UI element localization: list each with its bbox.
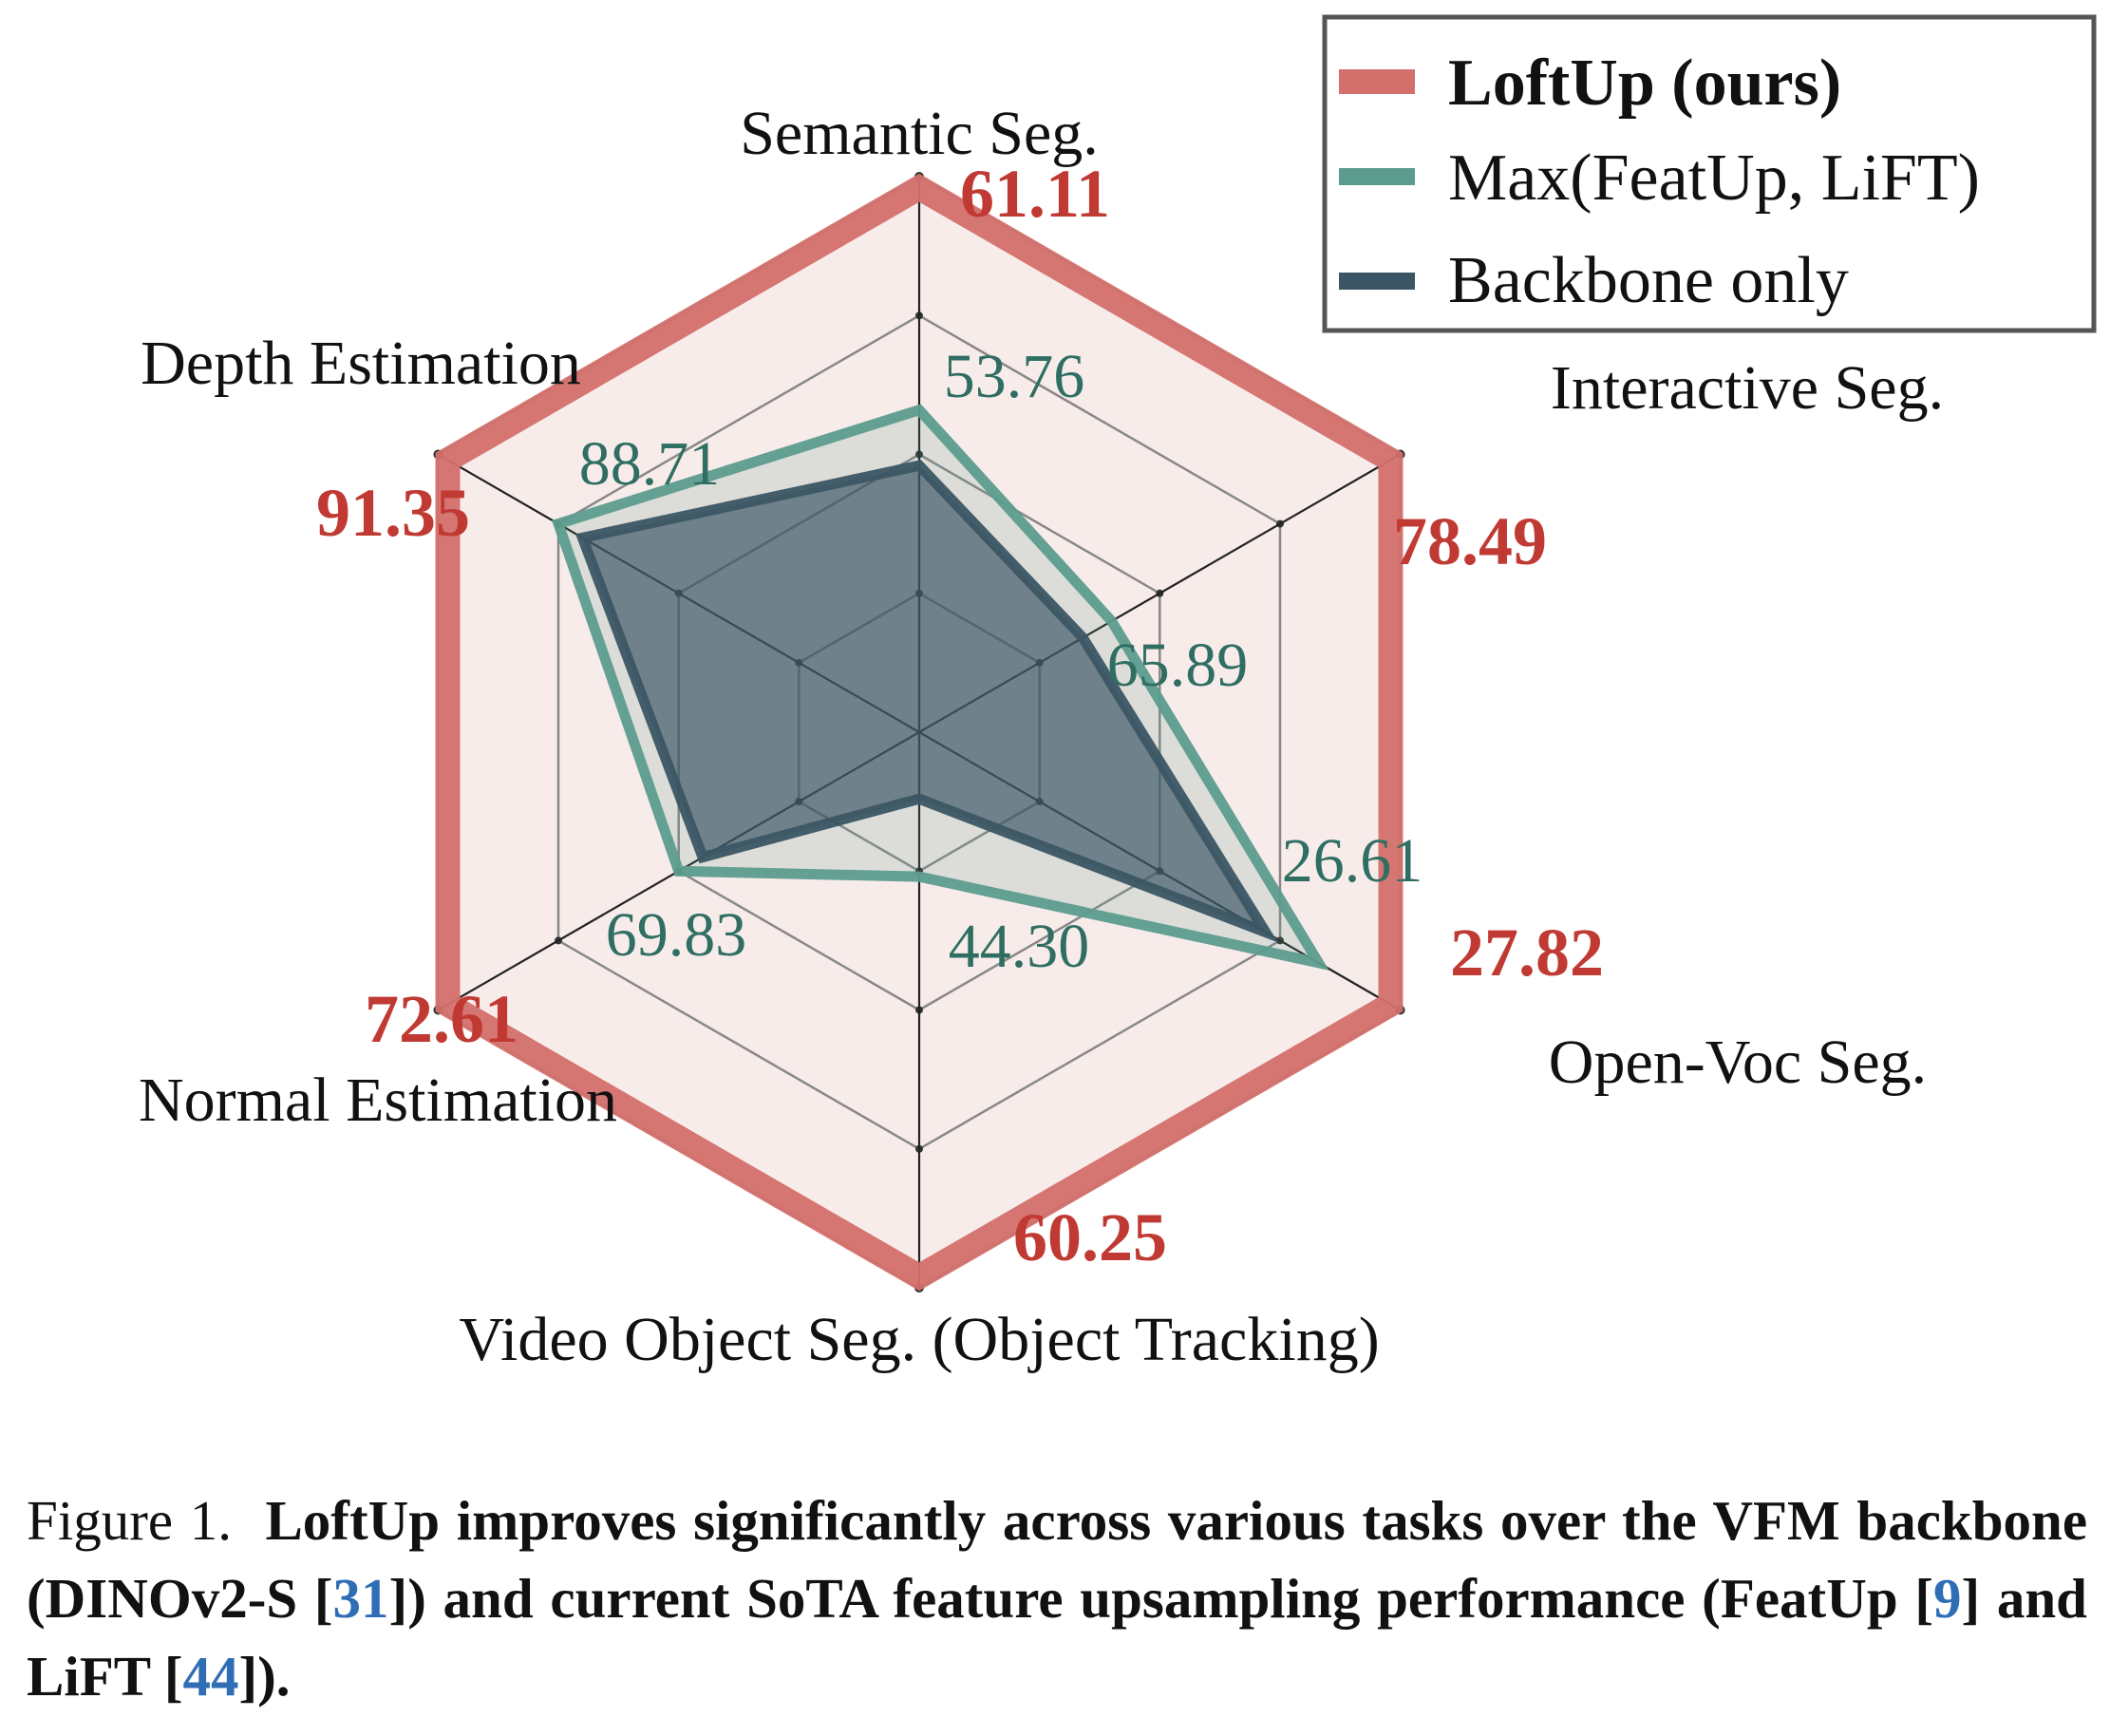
value-label-loftup-1: 61.11: [960, 156, 1110, 232]
citation-9[interactable]: 9: [1933, 1567, 1962, 1630]
value-label-max-4: 44.30: [949, 912, 1090, 981]
radar-labels: Semantic Seg. Interactive Seg. Open-Voc Se…: [139, 99, 1944, 1374]
value-label-max-3: 26.61: [1282, 826, 1423, 896]
radar-series: [435, 173, 1404, 1292]
value-label-loftup-5: 72.61: [365, 981, 518, 1057]
citation-44[interactable]: 44: [182, 1645, 239, 1708]
axis-label-1: Semantic Seg.: [740, 99, 1099, 168]
value-label-max-2: 65.89: [1107, 631, 1249, 700]
caption-part-3: ] and LiFT [: [27, 1567, 2087, 1708]
axis-label-6: Depth Estimation: [141, 329, 581, 398]
series-loftup: [435, 173, 1404, 1292]
legend-label-max: Max(FeatUp, LiFT): [1448, 142, 1980, 215]
axis-label-3: Open-Voc Seg.: [1549, 1028, 1927, 1097]
citation-31[interactable]: 31: [332, 1567, 389, 1630]
legend-label-backbone: Backbone only: [1448, 244, 1849, 317]
value-label-loftup-6: 91.35: [316, 475, 470, 551]
figure-caption: Figure 1. LoftUp improves significantly …: [27, 1481, 2087, 1715]
legend-box: [1322, 14, 2097, 333]
axis-label-2: Interactive Seg.: [1551, 353, 1944, 423]
axis-label-5: Normal Estimation: [139, 1066, 617, 1135]
caption-text: LoftUp improves significantly across var…: [27, 1489, 2087, 1708]
legend: LoftUp (ours) Max(FeatUp, LiFT) Backbone…: [1322, 14, 2097, 333]
caption-prefix: Figure 1.: [27, 1489, 233, 1552]
caption-part-2: ]) and current SoTA feature upsampling p…: [388, 1567, 1933, 1630]
value-label-max-5: 69.83: [606, 900, 747, 970]
caption-part-1: LoftUp improves significantly across var…: [27, 1489, 2088, 1630]
radar-chart: Semantic Seg. Interactive Seg. Open-Voc Se…: [139, 14, 2097, 1374]
value-label-loftup-2: 78.49: [1393, 503, 1547, 579]
value-label-loftup-3: 27.82: [1450, 915, 1604, 991]
series-backbone-only: [575, 460, 1279, 943]
value-label-max-1: 53.76: [944, 342, 1085, 411]
axis-label-4: Video Object Seg. (Object Tracking): [459, 1305, 1379, 1374]
legend-label-loftup: LoftUp (ours): [1448, 47, 1841, 120]
value-label-loftup-4: 60.25: [1013, 1199, 1167, 1275]
caption-part-4: ]).: [238, 1645, 291, 1708]
value-label-max-6: 88.71: [579, 429, 721, 499]
